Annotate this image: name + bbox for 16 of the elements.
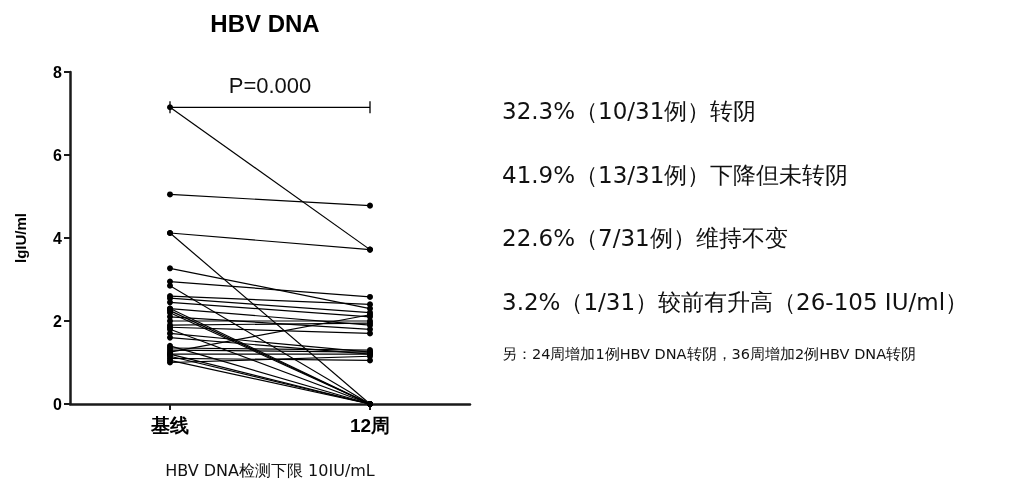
text: 22.6%（7/31例）维持不变 — [502, 224, 788, 253]
y-axis-title: lgIU/ml — [12, 212, 29, 264]
chart-title: HBV DNA — [210, 9, 320, 37]
x-tick-label: 12周 — [349, 415, 391, 436]
y-tick-label: 8 — [53, 63, 63, 81]
text: 41.9%（13/31例）下降但未转阴 — [502, 161, 849, 190]
y-tick-label: 6 — [53, 146, 63, 164]
text: 32.3%（10/31例）转阴 — [502, 97, 757, 126]
annotation: P=0.000 — [228, 73, 312, 100]
y-tick-label: 2 — [53, 312, 63, 330]
y-tick-label: 4 — [53, 229, 63, 247]
y-tick-label: 0 — [53, 395, 63, 413]
text: 3.2%（1/31）较前有升高（26-105 IU/ml） — [502, 288, 969, 317]
text: 另：24周增加1例HBV DNA转阴，36周增加2例HBV DNA转阴 — [502, 345, 917, 364]
text: HBV DNA检测下限 10IU/mL — [165, 461, 375, 482]
x-tick-label: 基线 — [150, 415, 189, 436]
